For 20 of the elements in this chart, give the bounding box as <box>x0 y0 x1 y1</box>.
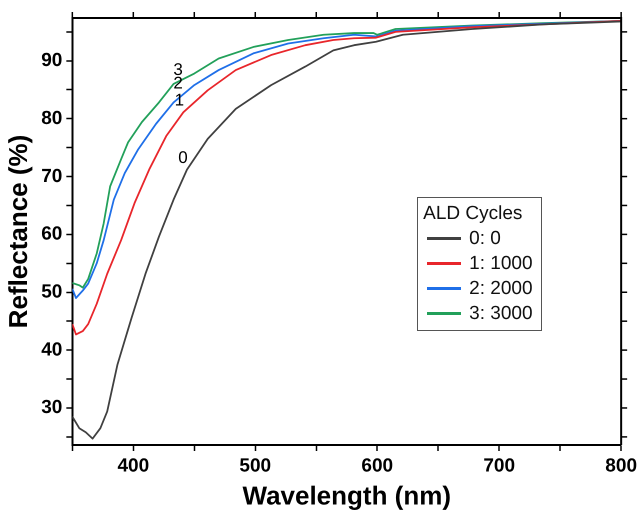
legend-label: 3: 3000 <box>469 302 533 326</box>
y-axis-title: Reflectance (%) <box>2 134 33 328</box>
y-tick-label: 50 <box>41 281 62 302</box>
legend-label: 2: 2000 <box>469 277 533 302</box>
legend-title: ALD Cycles <box>423 202 524 226</box>
y-tick-label: 30 <box>41 397 62 418</box>
y-tick-label: 70 <box>41 166 62 187</box>
x-tick-label: 700 <box>483 456 516 477</box>
y-tick-label: 90 <box>41 50 62 72</box>
y-tick-label: 60 <box>41 224 62 245</box>
legend-label: 1: 1000 <box>469 252 533 276</box>
x-tick-label: 500 <box>239 456 272 477</box>
x-axis-title: Wavelength (nm) <box>242 480 451 511</box>
y-tick-label: 80 <box>41 108 62 129</box>
y-tick-label: 40 <box>41 339 62 360</box>
x-tick-label: 600 <box>361 456 394 477</box>
x-tick-label: 800 <box>605 456 637 477</box>
annotation: 0 <box>178 148 188 167</box>
x-tick-label: 400 <box>117 456 150 477</box>
legend-label: 0: 0 <box>469 227 501 252</box>
